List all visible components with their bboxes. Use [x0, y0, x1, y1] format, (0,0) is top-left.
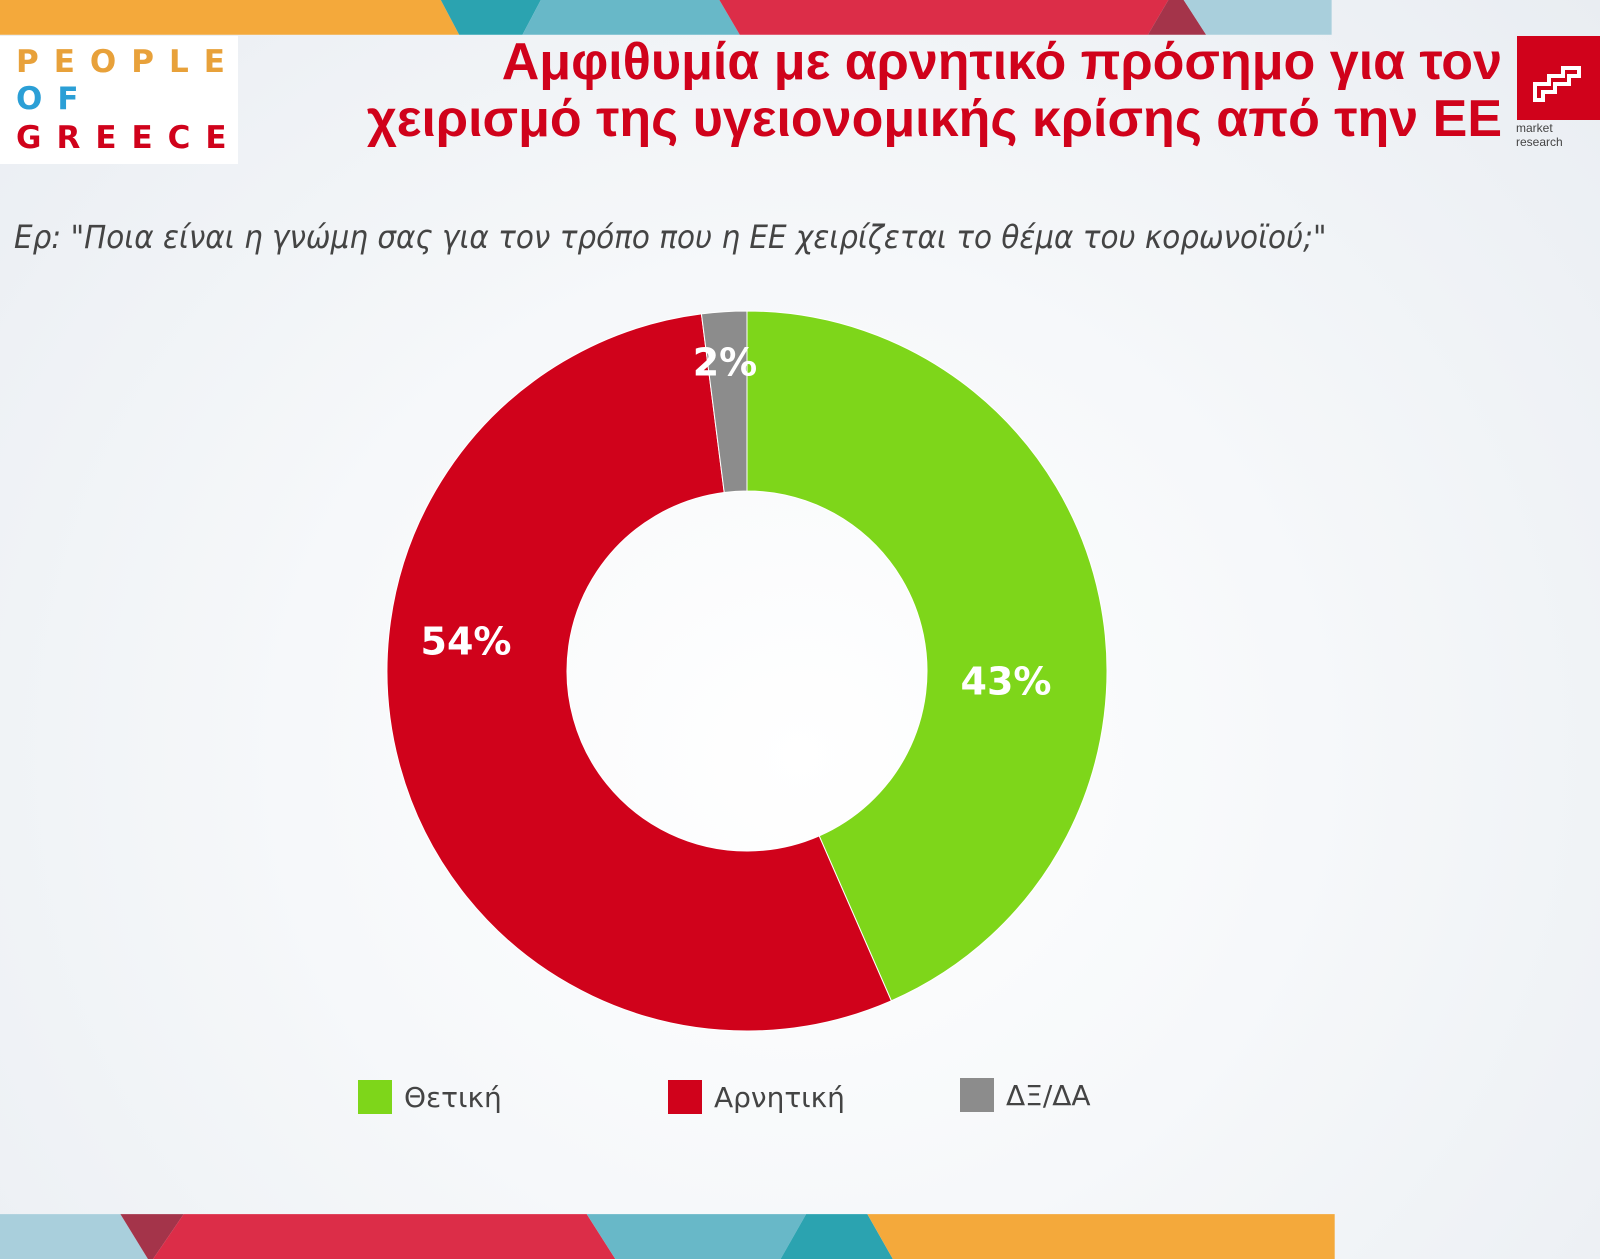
title-line-2: χειρισμό της υγειονομικής κρίσης από την… — [366, 90, 1502, 148]
data-label: 54% — [421, 620, 512, 664]
data-label: 43% — [961, 660, 1052, 704]
logo-line: GREECE — [16, 120, 242, 156]
data-label: 2% — [693, 341, 758, 385]
slice-positive — [746, 310, 1108, 1002]
legend-swatch — [960, 1078, 994, 1112]
legend-label: Θετική — [404, 1080, 502, 1114]
slice-negative — [386, 313, 892, 1032]
brand-mark-icon — [1533, 66, 1581, 102]
legend-label: Αρνητική — [714, 1080, 845, 1114]
brand-logo — [1517, 36, 1600, 120]
logo-line: OF — [16, 81, 94, 117]
legend-item-positive: Θετική — [358, 1080, 502, 1114]
logo-line: PEOPLE — [16, 44, 240, 80]
title-line-1: Αμφιθυμία με αρνητικό πρόσημο για τον — [501, 33, 1502, 91]
brand-caption: market research — [1516, 121, 1563, 149]
survey-question: Ερ: "Ποια είναι η γνώμη σας για τον τρόπ… — [14, 218, 1327, 256]
slice-dk-na — [700, 310, 748, 494]
people-of-greece-logo: PEOPLE OF GREECE — [0, 36, 238, 164]
legend-label: ΔΞ/ΔΑ — [1006, 1078, 1091, 1112]
legend-swatch — [358, 1080, 392, 1114]
page-title: Αμφιθυμία με αρνητικό πρόσημο για τον χε… — [252, 34, 1502, 148]
legend-swatch — [668, 1080, 702, 1114]
legend-item-dk-na: ΔΞ/ΔΑ — [960, 1078, 1091, 1112]
legend-item-negative: Αρνητική — [668, 1080, 845, 1114]
